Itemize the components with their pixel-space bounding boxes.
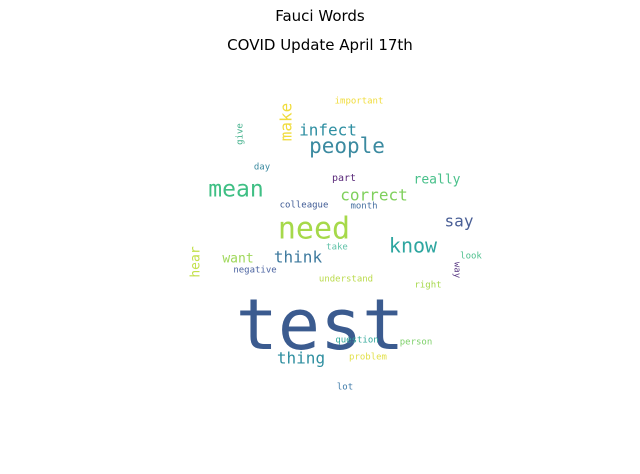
chart-title: COVID Update April 17th xyxy=(227,36,413,54)
word-person: person xyxy=(400,338,433,348)
word-question: question xyxy=(335,336,378,346)
word-give: give xyxy=(236,123,246,145)
word-test: test xyxy=(236,284,405,366)
word-make: make xyxy=(277,103,296,142)
word-right: right xyxy=(414,281,441,291)
word-want: want xyxy=(222,252,253,267)
word-negative: negative xyxy=(233,266,276,276)
word-hear: hear xyxy=(189,246,204,277)
word-important: important xyxy=(335,97,384,107)
word-need: need xyxy=(278,212,350,247)
word-correct: correct xyxy=(340,186,407,205)
word-lot: lot xyxy=(337,383,353,393)
word-really: really xyxy=(414,173,461,188)
word-colleague: colleague xyxy=(280,201,329,211)
word-mean: mean xyxy=(208,177,263,203)
word-understand: understand xyxy=(319,275,373,285)
word-month: month xyxy=(350,202,377,212)
word-people: people xyxy=(309,134,385,158)
word-think: think xyxy=(274,248,323,267)
word-infect: infect xyxy=(299,121,357,140)
word-know: know xyxy=(389,234,438,258)
word-problem: problem xyxy=(349,353,387,363)
word-way: way xyxy=(452,262,462,279)
word-part: part xyxy=(332,173,356,184)
figure-suptitle: Fauci Words xyxy=(275,7,365,25)
word-day: day xyxy=(254,163,271,173)
word-take: take xyxy=(326,243,348,253)
word-thing: thing xyxy=(277,349,325,368)
word-look: look xyxy=(460,252,482,262)
word-say: say xyxy=(445,212,474,231)
